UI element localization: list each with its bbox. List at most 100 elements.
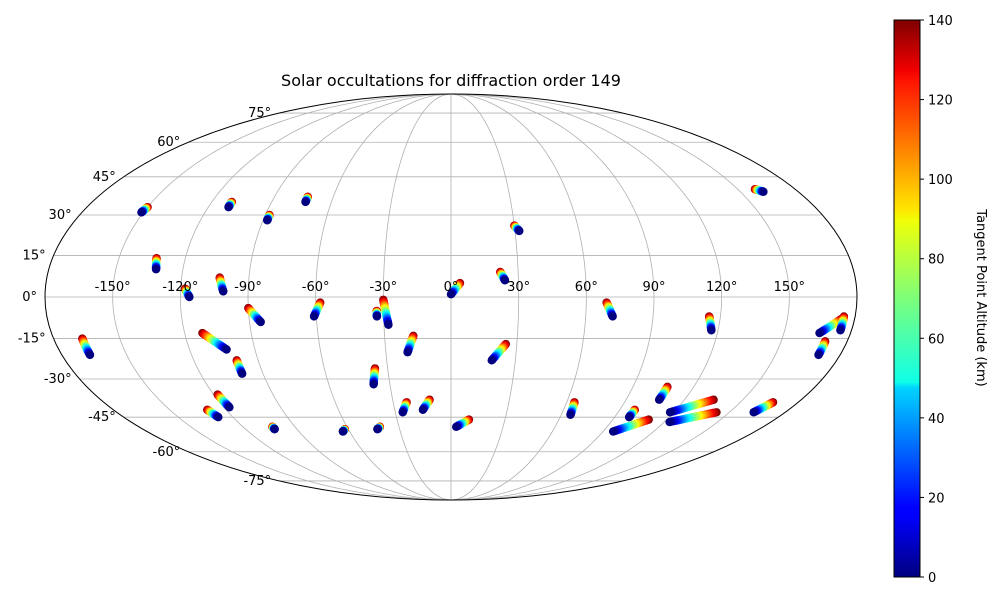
occultation-track — [814, 337, 830, 360]
occultation-track — [268, 422, 279, 434]
longitude-tick-label: 0° — [444, 280, 459, 295]
occultation-track — [452, 415, 474, 432]
longitude-tick-label: -30° — [369, 280, 397, 295]
occultation-tracks — [78, 185, 849, 436]
occultation-track — [403, 331, 418, 357]
longitude-tick-label: -150° — [95, 280, 131, 295]
occultation-track — [510, 221, 524, 236]
occultation-track — [338, 424, 350, 436]
track-point — [219, 287, 228, 296]
track-point — [403, 348, 412, 357]
latitude-tick-label: 75° — [248, 106, 271, 121]
track-point — [418, 405, 428, 414]
longitude-tick-label: -120° — [162, 280, 198, 295]
latitude-tick-label: -75° — [243, 474, 271, 489]
latitude-tick-label: -15° — [18, 332, 46, 347]
track-point — [759, 187, 768, 196]
track-point — [270, 424, 279, 434]
latitude-tick-label: -30° — [44, 372, 72, 387]
longitude-tick-label: 90° — [642, 280, 665, 295]
occultation-track — [750, 185, 768, 196]
occultation-track — [704, 312, 716, 335]
occultation-track — [244, 303, 265, 327]
track-point — [224, 202, 233, 212]
track-point — [373, 424, 382, 434]
track-point — [256, 317, 265, 327]
grid-meridian — [247, 94, 452, 500]
map-boundary — [44, 93, 858, 501]
track-point — [369, 380, 378, 389]
track-point — [225, 403, 234, 412]
track-point — [515, 226, 524, 236]
occultation-track — [418, 395, 434, 414]
track-point — [452, 422, 461, 432]
colorbar-tick-label: 40 — [928, 412, 945, 427]
latitude-tick-label: 0° — [22, 290, 37, 305]
track-point — [137, 208, 146, 217]
grid-meridian — [450, 94, 587, 500]
occultation-track — [624, 405, 639, 422]
latitude-tick-label: -60° — [153, 445, 181, 460]
colorbar — [893, 19, 921, 578]
colorbar-tick-label: 80 — [928, 253, 945, 268]
colorbar-tick-label: 20 — [928, 491, 945, 506]
track-point — [608, 427, 618, 436]
track-point — [263, 216, 272, 225]
track-point — [836, 326, 845, 335]
grid-meridian — [450, 94, 723, 500]
track-point — [665, 408, 675, 417]
occultation-track — [602, 298, 617, 321]
grid-meridian — [450, 94, 655, 500]
occultation-track — [309, 298, 325, 321]
colorbar-tick-label: 100 — [928, 173, 953, 188]
longitude-tick-label: 120° — [706, 280, 737, 295]
longitude-tick-label: -90° — [234, 280, 262, 295]
occultation-track — [372, 306, 382, 321]
occultation-track — [198, 328, 231, 354]
occultation-track — [301, 192, 312, 207]
track-point — [749, 408, 758, 417]
occultation-track — [373, 422, 385, 434]
track-point — [222, 345, 231, 354]
track-point — [384, 320, 393, 329]
occultation-track — [566, 398, 579, 419]
track-point — [487, 356, 496, 365]
occultation-track — [654, 382, 672, 404]
track-point — [372, 312, 382, 321]
track-point — [707, 326, 716, 335]
occultation-track — [379, 295, 393, 329]
colorbar-tick-label: 0 — [928, 571, 936, 586]
track-point — [815, 328, 824, 338]
longitude-tick-label: 30° — [507, 280, 530, 295]
track-point — [85, 350, 95, 360]
occultation-track — [215, 273, 228, 296]
colorbar-tick-label: 120 — [928, 94, 953, 109]
track-point — [566, 410, 575, 419]
track-point — [665, 417, 674, 427]
latitude-tick-label: 60° — [157, 135, 180, 150]
colorbar-tick-label: 60 — [928, 332, 945, 347]
track-point — [814, 350, 823, 360]
track-point — [338, 427, 348, 436]
occultation-track — [224, 197, 236, 212]
occultation-track — [836, 312, 849, 335]
occultation-track — [203, 405, 223, 422]
occultation-track — [749, 398, 778, 417]
chart-title: Solar occultations for diffraction order… — [281, 71, 621, 90]
occultation-track — [137, 202, 152, 217]
latitude-tick-labels: 75° 60° 45° 30° 15° 0° -15° -30° -45° -60° -75° — [18, 106, 271, 489]
track-point — [608, 312, 617, 321]
track-point — [446, 290, 456, 299]
colorbar-ticks: 0 20 40 60 80 100 120 140 — [920, 14, 953, 586]
grid-meridian — [450, 94, 520, 500]
track-point — [237, 369, 247, 378]
track-point — [301, 197, 310, 207]
grid-meridian — [315, 94, 452, 500]
occultation-track — [232, 356, 247, 378]
longitude-tick-label: 60° — [575, 280, 598, 295]
colorbar-label: Tangent Point Altitude (km) — [973, 208, 988, 386]
track-point — [151, 265, 161, 274]
occultation-track — [78, 334, 95, 360]
occultation-track — [608, 415, 653, 436]
